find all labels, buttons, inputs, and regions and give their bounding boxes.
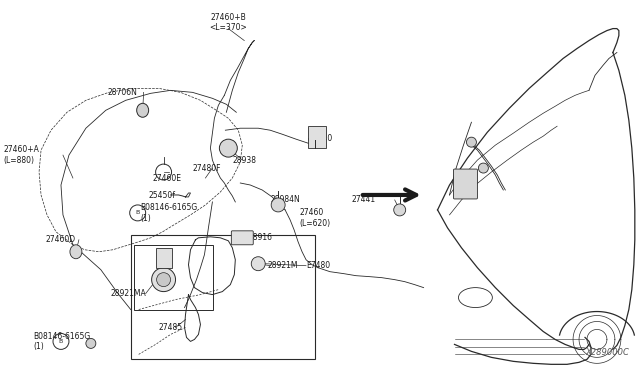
Text: 27460+B
<L=370>: 27460+B <L=370> bbox=[209, 13, 247, 32]
Text: 28706N: 28706N bbox=[108, 88, 138, 97]
FancyBboxPatch shape bbox=[231, 231, 253, 245]
Text: 27440: 27440 bbox=[308, 134, 332, 143]
Text: 28921MA: 28921MA bbox=[111, 289, 147, 298]
Text: 27460D: 27460D bbox=[45, 235, 75, 244]
Circle shape bbox=[152, 268, 175, 292]
Text: B: B bbox=[59, 339, 63, 344]
Text: 27485: 27485 bbox=[159, 323, 183, 332]
Text: 28984N: 28984N bbox=[270, 195, 300, 205]
Text: 28916: 28916 bbox=[248, 233, 272, 242]
Circle shape bbox=[479, 163, 488, 173]
Text: B08146-6165G
(1): B08146-6165G (1) bbox=[33, 332, 90, 351]
Bar bbox=[131, 235, 315, 359]
Bar bbox=[308, 126, 326, 148]
Text: 28938: 28938 bbox=[232, 155, 257, 164]
Circle shape bbox=[157, 273, 171, 286]
Text: B: B bbox=[136, 211, 140, 215]
Text: 27460
(L=620): 27460 (L=620) bbox=[299, 208, 330, 228]
FancyBboxPatch shape bbox=[454, 169, 477, 199]
Bar bbox=[156, 248, 172, 268]
Circle shape bbox=[271, 198, 285, 212]
Text: 27480F: 27480F bbox=[193, 164, 221, 173]
Ellipse shape bbox=[137, 103, 148, 117]
Text: 28921M: 28921M bbox=[267, 261, 298, 270]
Bar bbox=[134, 245, 213, 310]
Circle shape bbox=[467, 137, 476, 147]
Circle shape bbox=[220, 139, 237, 157]
Text: 25450f: 25450f bbox=[148, 192, 175, 201]
Text: 27441: 27441 bbox=[352, 195, 376, 205]
Circle shape bbox=[86, 339, 96, 349]
Text: B08146-6165G
(1): B08146-6165G (1) bbox=[141, 203, 198, 222]
Ellipse shape bbox=[70, 245, 82, 259]
Text: E7480: E7480 bbox=[306, 261, 330, 270]
Circle shape bbox=[394, 204, 406, 216]
Circle shape bbox=[252, 257, 265, 271]
Text: 27460E: 27460E bbox=[152, 173, 182, 183]
Text: 27460+A
(L=880): 27460+A (L=880) bbox=[3, 145, 39, 165]
Text: X289000C: X289000C bbox=[585, 348, 629, 357]
